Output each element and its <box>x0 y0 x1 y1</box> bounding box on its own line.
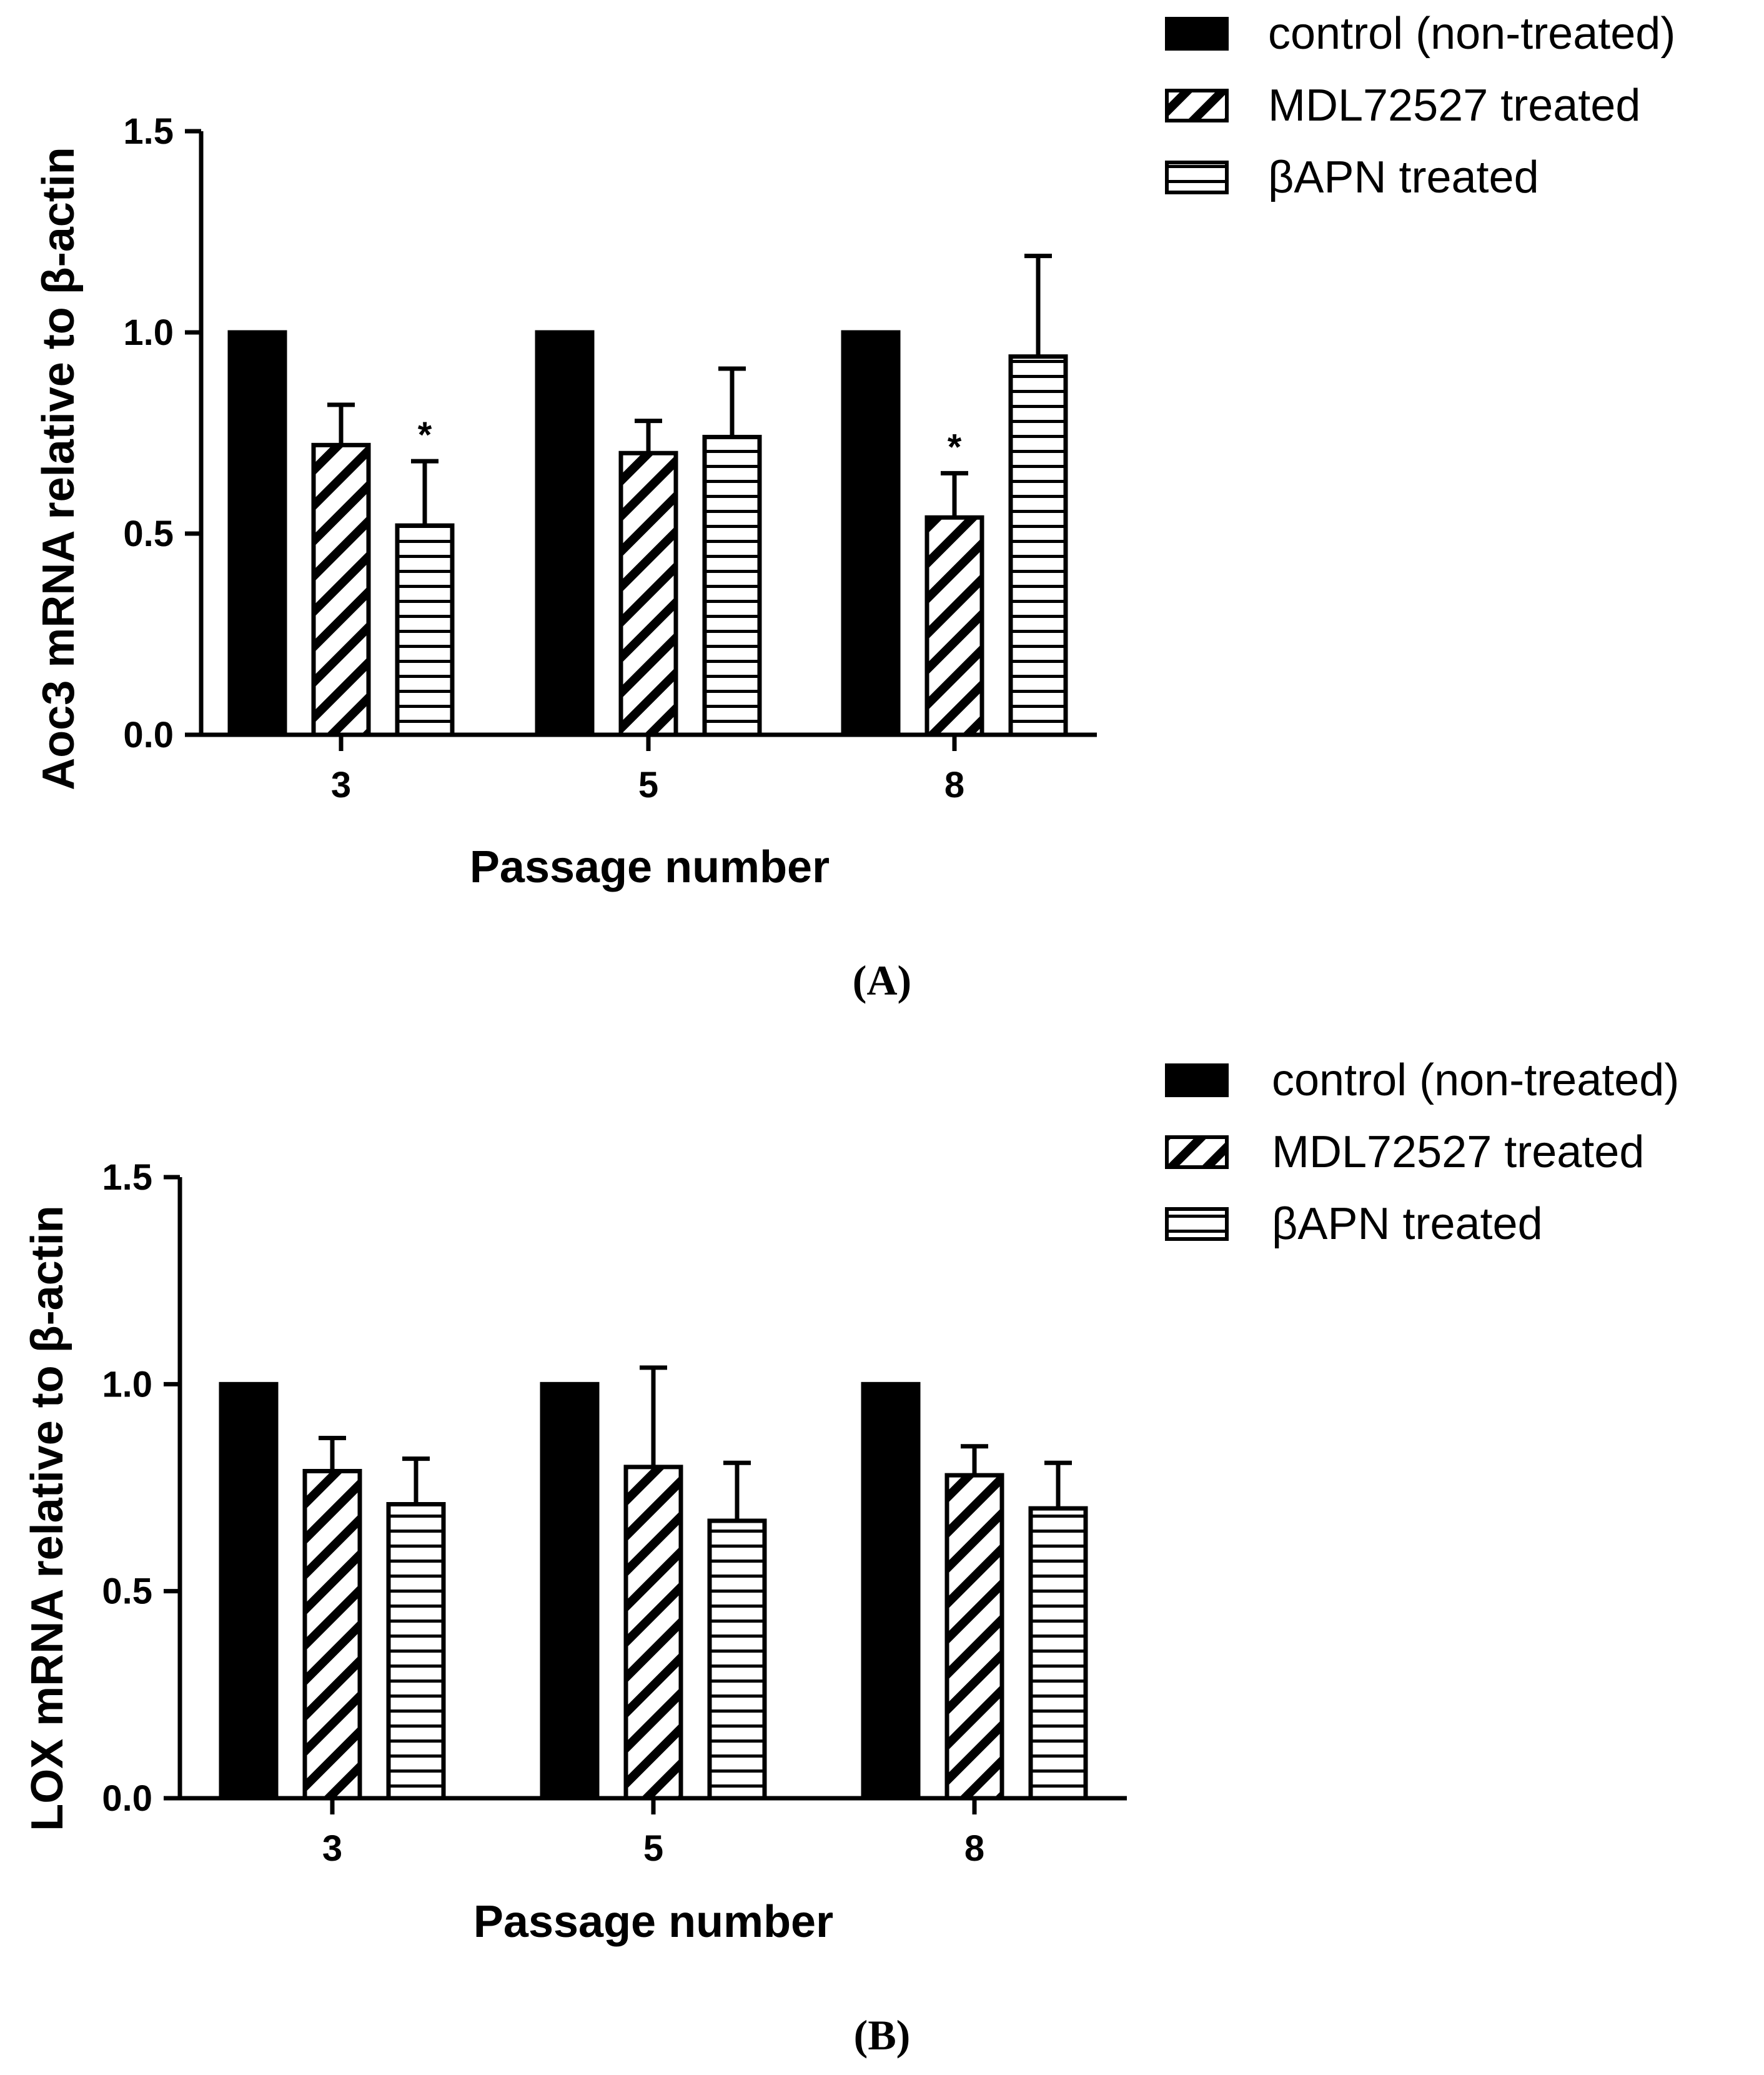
panel-b-legend-label-mdl72527: MDL72527 treated <box>1272 1127 1644 1177</box>
panel-b-bar-control-passage-5 <box>540 1381 600 1801</box>
panel-a-y-tick-label: 1.5 <box>123 111 174 152</box>
panel-b-legend-swatch-bapn <box>1165 1207 1229 1241</box>
panel-a-chart: * * 0.0 0.5 1.0 1.5 3 5 8 Aoc3 mRNA relative to … <box>34 9 1675 1004</box>
panel-a-bar-mdl72527-passage-5 <box>618 450 678 737</box>
panel-a-x-axis-title: Passage number <box>470 842 830 892</box>
panel-a-legend: control (non-treated) MDL72527 treated β… <box>1165 9 1675 202</box>
panel-b-x-tick-label: 5 <box>643 1828 663 1869</box>
panel-a-bar-mdl72527-passage-3 <box>311 442 371 737</box>
panel-b-bar-control-passage-3 <box>219 1381 279 1801</box>
panel-b-bar-bapn-passage-3 <box>386 1502 446 1801</box>
panel-a-plot: * * 0.0 0.5 1.0 1.5 3 5 8 <box>123 111 1097 805</box>
panel-b-bar-control-passage-8 <box>861 1381 921 1801</box>
panel-a-legend-label-control: control (non-treated) <box>1268 9 1675 59</box>
panel-a-legend-label-mdl72527: MDL72527 treated <box>1268 81 1640 131</box>
panel-a-x-tick-label: 5 <box>638 765 658 805</box>
panel-b-y-tick-label: 0.0 <box>102 1778 152 1819</box>
panel-b-x-axis-title: Passage number <box>473 1897 833 1947</box>
panel-a-y-tick-label: 1.0 <box>123 312 174 353</box>
panel-b-x-tick-label: 3 <box>322 1828 342 1869</box>
panel-a-x-tick-label: 8 <box>944 765 964 805</box>
panel-b-chart: 0.0 0.5 1.0 1.5 3 5 8 LOX mRNA relative to β-a… <box>22 1055 1679 2059</box>
panel-a-label: (A) <box>853 957 911 1004</box>
panel-b-y-tick-label: 0.5 <box>102 1571 152 1612</box>
panel-b-x-tick-label: 8 <box>964 1828 984 1869</box>
panel-a-significance-mdl72527-passage-8: * <box>948 427 962 467</box>
panel-a-bar-bapn-passage-8 <box>1008 354 1068 737</box>
panel-b-y-tick-label: 1.5 <box>102 1157 152 1198</box>
panel-b-legend: control (non-treated) MDL72527 treated β… <box>1165 1055 1679 1249</box>
panel-b-legend-swatch-mdl72527 <box>1165 1135 1229 1169</box>
panel-a-legend-label-bapn: βAPN treated <box>1268 152 1539 202</box>
panel-b-legend-swatch-control <box>1165 1063 1229 1097</box>
panel-b-bar-bapn-passage-5 <box>707 1518 767 1801</box>
panel-b-bar-mdl72527-passage-3 <box>302 1468 362 1801</box>
panel-b-legend-label-bapn: βAPN treated <box>1272 1199 1543 1249</box>
panel-a-significance-bapn-passage-3: * <box>418 415 432 455</box>
panel-a-bar-bapn-passage-3 <box>395 523 455 737</box>
panel-a-bar-control-passage-5 <box>535 330 595 737</box>
panel-b-bar-bapn-passage-8 <box>1028 1506 1088 1801</box>
panel-a-legend-swatch-bapn <box>1165 161 1229 194</box>
panel-b-bar-mdl72527-passage-5 <box>623 1465 683 1801</box>
panel-a-y-axis-title: Aoc3 mRNA relative to β-actin <box>34 147 84 790</box>
panel-b-label: (B) <box>854 2011 911 2059</box>
panel-b-y-tick-label: 1.0 <box>102 1364 152 1405</box>
panel-a-y-tick-label: 0.0 <box>123 715 174 755</box>
panel-b-bar-mdl72527-passage-8 <box>944 1473 1004 1801</box>
panel-b-legend-label-control: control (non-treated) <box>1272 1055 1679 1105</box>
panel-a-x-tick-label: 3 <box>331 765 351 805</box>
panel-a-legend-swatch-mdl72527 <box>1165 89 1229 122</box>
panel-a-bar-mdl72527-passage-8 <box>924 515 984 737</box>
panel-a-bar-bapn-passage-5 <box>702 434 762 737</box>
panel-a-bar-control-passage-8 <box>841 330 901 737</box>
panel-a-bar-control-passage-3 <box>227 330 287 737</box>
panel-a-legend-swatch-control <box>1165 17 1229 51</box>
panel-b-y-axis-title: LOX mRNA relative to β-actin <box>22 1205 72 1831</box>
panel-a-y-tick-label: 0.5 <box>123 514 174 554</box>
panel-b-plot: 0.0 0.5 1.0 1.5 3 5 8 <box>102 1157 1127 1869</box>
